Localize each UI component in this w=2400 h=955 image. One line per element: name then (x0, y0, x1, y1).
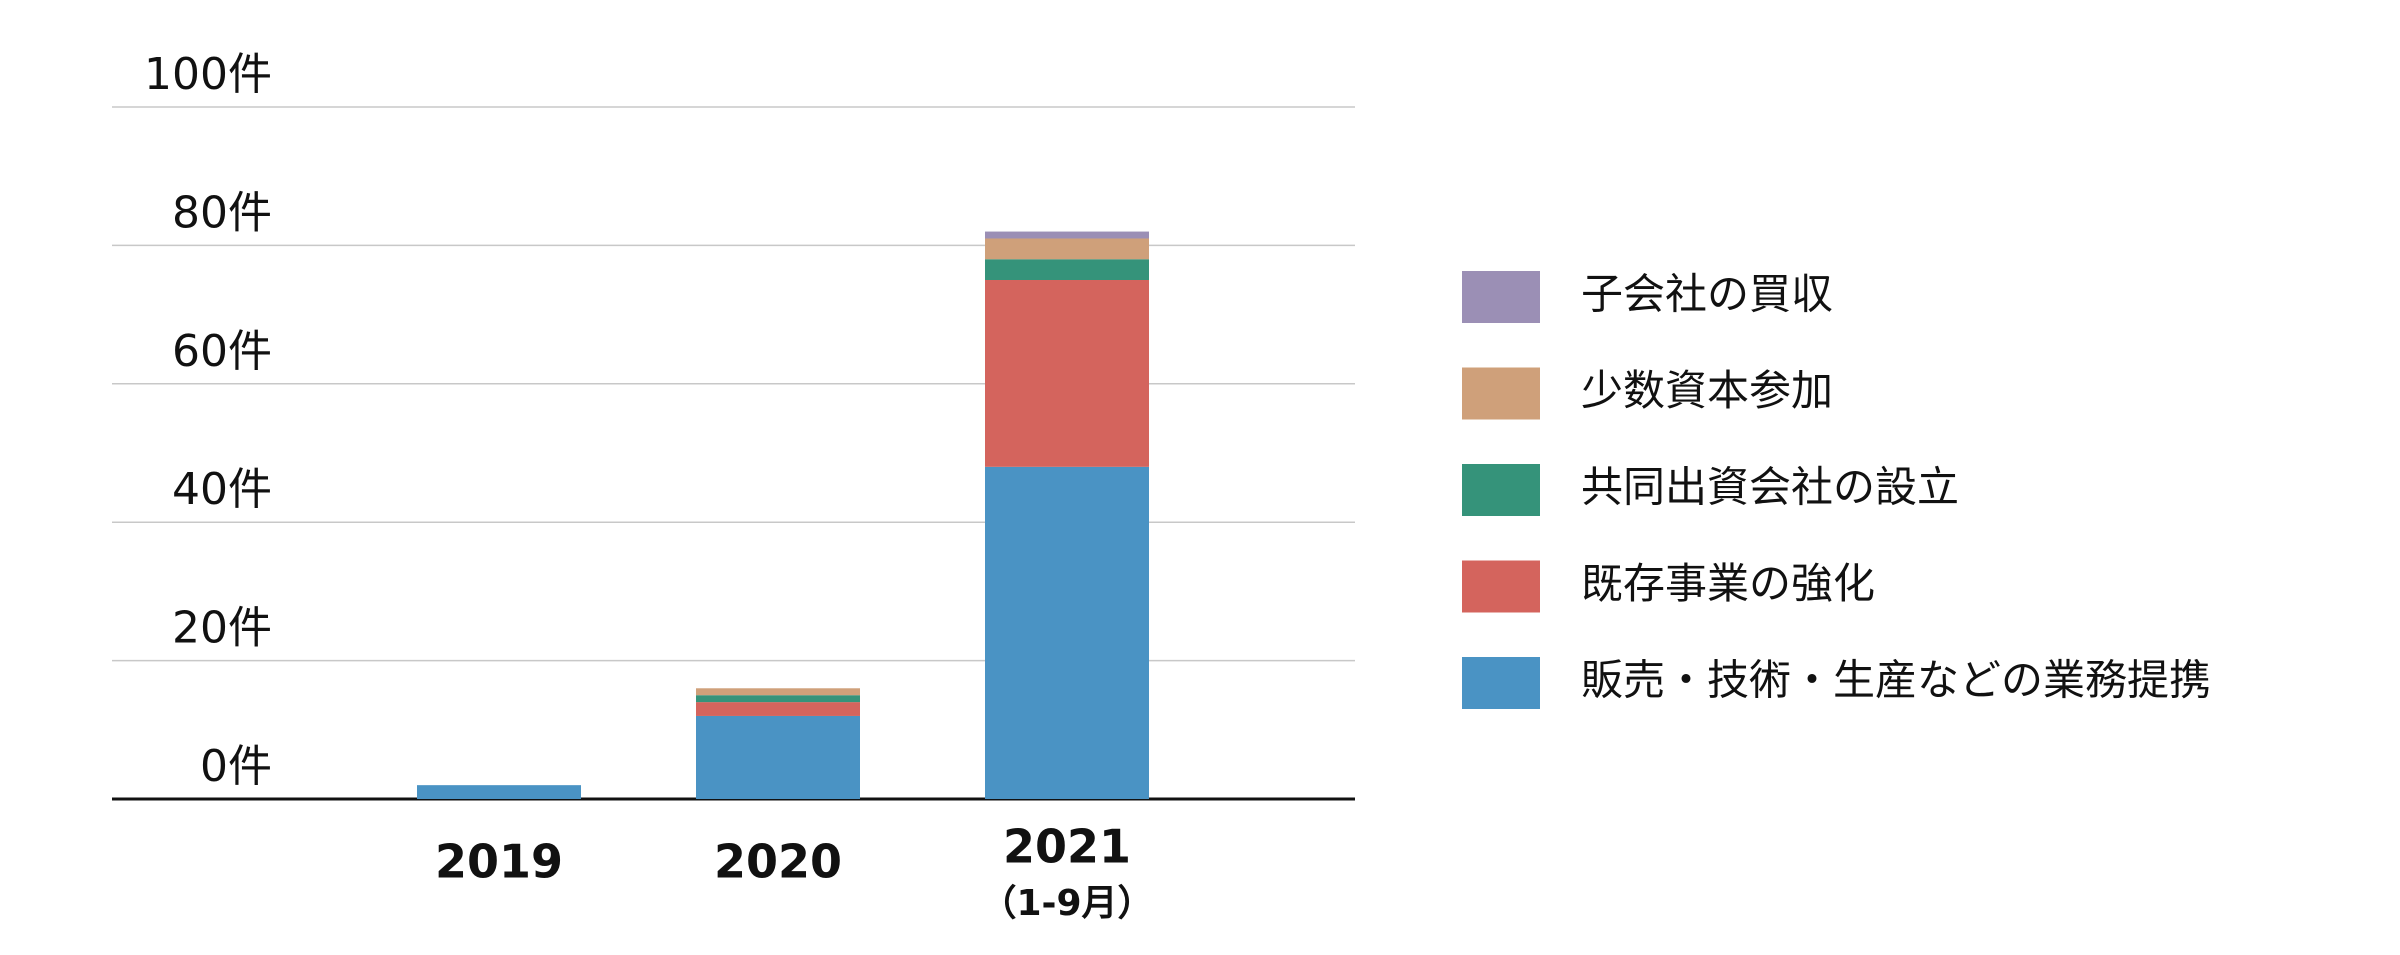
legend-label: 販売・技術・生産などの業務提携 (1581, 656, 2211, 705)
legend-swatch (1462, 464, 1540, 516)
legend-label: 少数資本参加 (1581, 366, 1833, 415)
legend-label: 既存事業の強化 (1581, 559, 1875, 608)
bar-segment (696, 715, 860, 799)
y-tick-label: 20件 (172, 603, 272, 654)
bar-segment (985, 466, 1149, 799)
legend-label: 共同出資会社の設立 (1581, 463, 1959, 512)
legend-swatch (1462, 657, 1540, 709)
y-tick-label: 60件 (172, 326, 272, 377)
bar-segment (696, 702, 860, 716)
x-tick-label: 2020 (714, 835, 842, 889)
bar-segment (985, 238, 1149, 260)
y-tick-label: 100件 (144, 49, 272, 100)
y-tick-label: 0件 (200, 741, 272, 792)
y-tick-label: 80件 (172, 187, 272, 238)
bar-segment (985, 259, 1149, 280)
bar-segment (696, 695, 860, 703)
bar-segment (985, 231, 1149, 239)
legend-swatch (1462, 271, 1540, 323)
legend-swatch (1462, 367, 1540, 420)
legend-swatch (1462, 560, 1540, 613)
bar-segment (696, 688, 860, 696)
bar-segment (417, 785, 581, 799)
legend-label: 子会社の買収 (1581, 270, 1833, 319)
x-tick-note: （1-9月） (980, 883, 1153, 924)
x-tick-label: 2019 (435, 835, 563, 889)
x-tick-label: 2021 (1003, 820, 1131, 874)
bar-segment (985, 280, 1149, 467)
y-tick-label: 40件 (172, 464, 272, 515)
